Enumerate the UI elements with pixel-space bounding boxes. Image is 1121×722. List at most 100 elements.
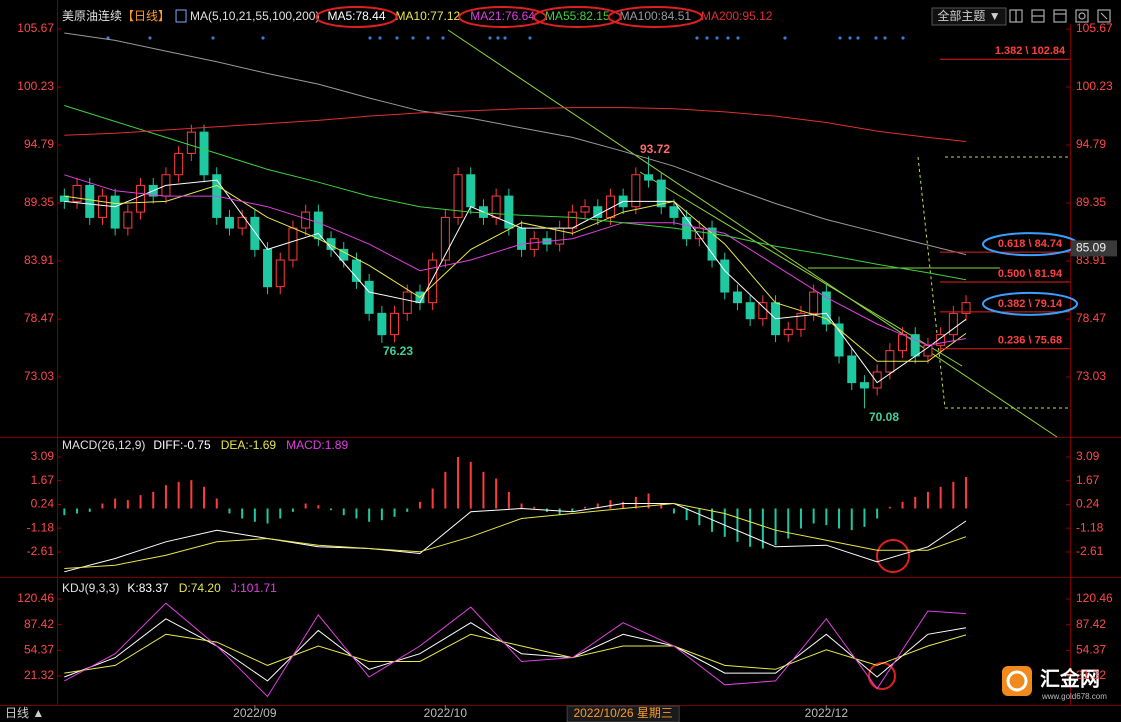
candle-body [745,302,755,320]
candle-body [275,259,285,288]
trend-line [639,171,963,367]
series-line [64,502,967,569]
candle-body [440,216,450,261]
y-tick-label-right: 105.67 [1076,21,1113,35]
panel-title: KDJ(9,3,3) [62,581,119,595]
frame [0,0,1121,706]
y-tick-label-right: 87.42 [1076,617,1106,631]
logo-text: 汇金网 [1040,666,1100,690]
event-dot [211,36,215,40]
y-tick-label-right: -2.61 [1076,544,1104,558]
y-tick-label-right: 1.67 [1076,473,1100,487]
candle-body [961,302,971,314]
candle-body [224,216,234,229]
legend-entry: J:101.71 [231,581,277,595]
series-line [64,503,967,573]
candle-body [351,259,361,282]
candle-body [796,312,806,330]
toolbar [1009,9,1111,23]
y-tick-label: 120.46 [17,591,54,605]
y-tick-label: 89.35 [24,195,54,209]
event-dot [848,36,852,40]
candle-body [783,328,793,336]
toolbar-icon[interactable] [1097,9,1111,23]
period-toggle[interactable]: 日线 ▲ [5,706,44,720]
candle-body [834,323,844,357]
legend-entry: DEA:-1.69 [221,438,277,452]
y-tick-label: 1.67 [31,473,55,487]
candle-body [669,206,679,218]
series-line [64,105,967,281]
candle-body [898,334,908,352]
y-tick-label: 21.32 [24,668,54,682]
toolbar-icon[interactable] [1075,9,1089,23]
event-dot [705,36,709,40]
highlight-ellipse [982,291,1078,316]
candle-body [682,216,692,240]
highlight-ellipse [315,6,398,28]
y-tick-label-right: 94.79 [1076,137,1106,151]
event-dot [148,36,152,40]
candle-body [97,195,107,218]
candle-body [593,206,603,218]
series-line [64,174,967,346]
candle-body [186,131,196,154]
y-tick-label-right: 73.03 [1076,369,1106,383]
y-tick-label: 94.79 [24,137,54,151]
event-dot [503,36,507,40]
y-tick-label: 100.23 [17,79,54,93]
legend-entry: MA100:84.51 [620,9,692,23]
x-tick-label: 2022/12 [805,706,849,720]
event-dot [726,36,730,40]
candle-body [910,334,920,357]
event-dot [695,36,699,40]
indicator-icon [175,9,187,23]
y-tick-label: 54.37 [24,643,54,657]
price-annotation: 70.08 [869,410,899,424]
candle-body [453,174,463,218]
legend-entry: MA200:95.12 [701,9,773,23]
theme-button[interactable] [931,7,1007,26]
candle-body [466,174,476,208]
y-tick-label: 78.47 [24,311,54,325]
period: 【日线】 [122,9,170,23]
event-dot [856,36,860,40]
y-tick-label-right: 89.35 [1076,195,1106,209]
legend-entry: DIFF:-0.75 [153,438,211,452]
candle-body [720,259,730,293]
y-tick-label-right: 21.32 [1076,668,1106,682]
event-dot [874,36,878,40]
series-line [64,602,967,698]
y-tick-label: 73.03 [24,369,54,383]
candle-body [948,312,958,336]
event-dot [838,36,842,40]
candle-body [136,184,146,213]
y-tick-label: -1.18 [27,520,55,534]
series-line [64,633,967,674]
panel-title: MACD(26,12,9) [62,438,145,452]
highlight-ellipse [532,6,622,28]
candle-body [936,334,946,346]
y-tick-label-right: 83.91 [1076,253,1106,267]
candle-body [85,184,95,218]
y-tick-label: 0.24 [31,497,55,511]
event-dot [783,36,787,40]
legend-entry: MA55:82.15 [545,9,610,23]
y-tick-label: 3.09 [31,449,55,463]
candle-body [72,184,82,202]
candle-body [809,291,819,314]
price-marker [1071,240,1117,257]
y-tick-label: 87.42 [24,617,54,631]
toolbar-icon[interactable] [1053,9,1067,23]
y-tick-label-right: 120.46 [1076,591,1113,605]
fib-label: 0.382 \ 79.14 [998,298,1063,310]
candle-body [567,211,577,229]
candle-body [694,227,704,240]
logo-icon [1002,666,1032,696]
candle-body [123,211,133,229]
toolbar-icon [1078,12,1086,20]
fib-label: 1.382 \ 102.84 [995,45,1066,57]
theme-button-label[interactable]: 全部主题 ▼ [937,8,1000,23]
y-tick-label-right: 100.23 [1076,79,1113,93]
